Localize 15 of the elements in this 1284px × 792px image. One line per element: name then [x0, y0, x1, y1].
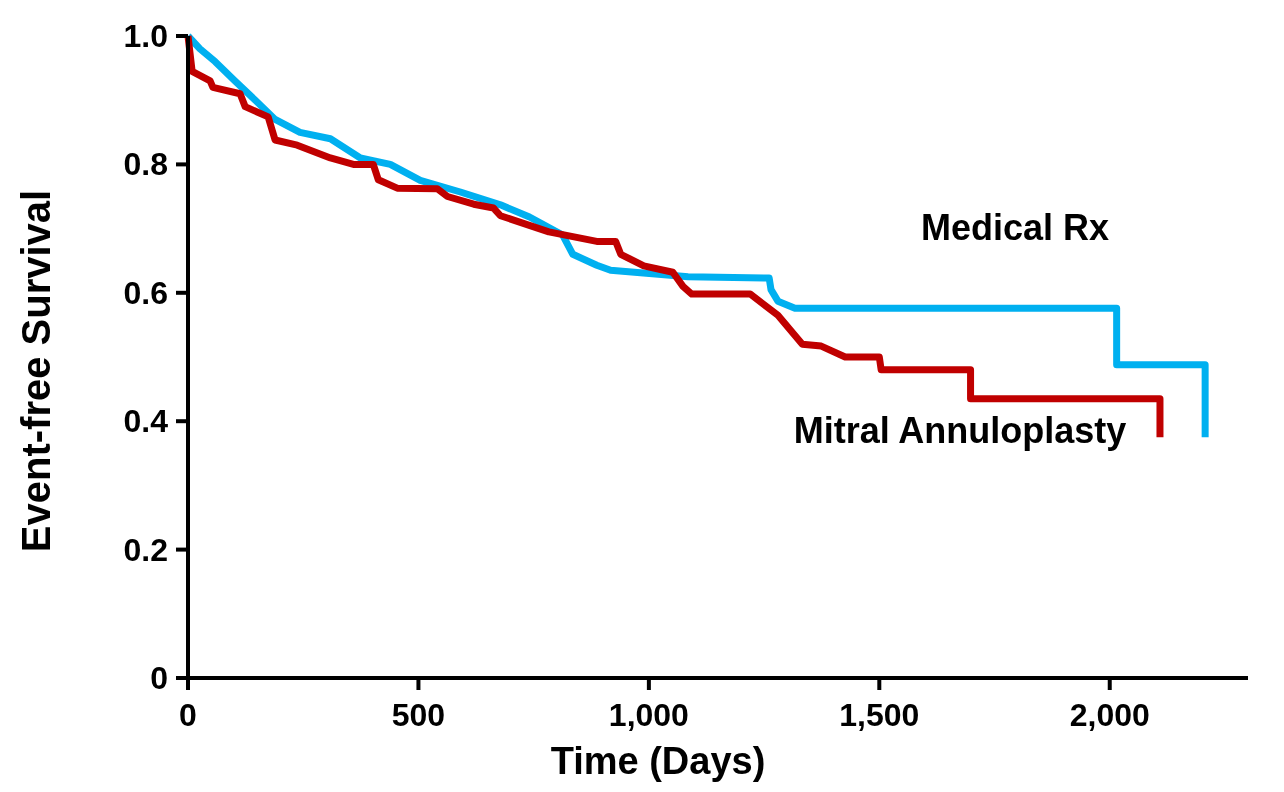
x-tick-label: 1,500 [839, 697, 920, 733]
x-tick-label: 1,000 [608, 697, 689, 733]
x-tick-label: 2,000 [1069, 697, 1150, 733]
y-tick-label: 0.8 [123, 146, 168, 183]
y-tick-label: 0.4 [123, 403, 169, 440]
series-label: Mitral Annuloplasty [793, 410, 1127, 451]
x-tick-label: 500 [391, 697, 446, 733]
x-tick-label: 0 [179, 697, 197, 733]
y-tick-label: 0.6 [123, 274, 168, 311]
series-label: Medical Rx [920, 207, 1110, 248]
y-tick-label: 1.0 [123, 18, 168, 54]
y-axis-title: Event-free Survival [14, 189, 58, 553]
y-tick-label: 0 [150, 660, 168, 696]
y-tick-label: 0.2 [123, 531, 168, 568]
x-axis-title: Time (Days) [550, 740, 766, 782]
